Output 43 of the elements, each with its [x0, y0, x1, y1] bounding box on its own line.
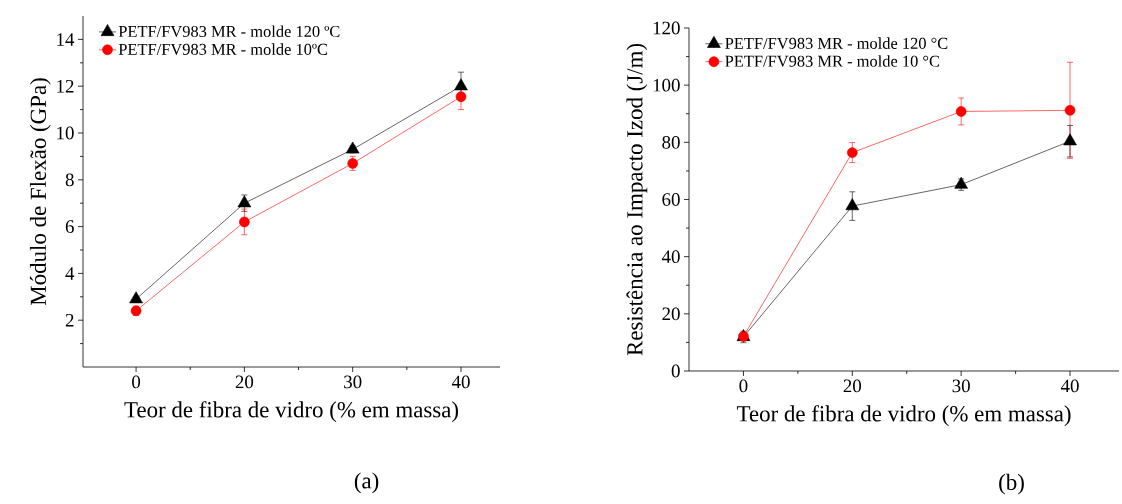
y-tick-label: 80 [662, 135, 680, 149]
legend-label: PETF/FV983 MR - molde 120 ºC [118, 25, 340, 38]
x-tick-label: 30 [344, 375, 362, 389]
point [454, 78, 468, 91]
x-axis-title: Teor de fibra de vidro (% em massa) [124, 401, 459, 423]
legend-label: PETF/FV983 MR - molde 10ºC [118, 43, 328, 55]
y-tick-label: 20 [662, 307, 680, 321]
y-tick-label: 2 [65, 313, 74, 327]
y-axis-title: Resistência ao Impacto Izod (J/m) [626, 43, 648, 356]
point [1063, 133, 1077, 146]
x-tick-label: 40 [1060, 379, 1079, 393]
x-tick-label: 40 [451, 375, 470, 389]
legend-label: PETF/FV983 MR - molde 120 °C [725, 37, 948, 49]
x-tick-label: 30 [952, 379, 970, 393]
text: (a) [354, 472, 379, 494]
point [1064, 105, 1076, 116]
y-tick-label: 120 [653, 21, 680, 35]
x-axis-title: Teor de fibra de vidro (% em massa) [736, 405, 1071, 427]
y-tick-label: 8 [65, 173, 74, 187]
x-tick-label: 20 [843, 379, 862, 393]
y-axis-title: Módulo de Flexão (GPa) [29, 78, 51, 306]
y-tick-label: 0 [671, 364, 680, 378]
point [847, 147, 858, 158]
y-tick-label: 100 [653, 78, 680, 92]
point [845, 198, 860, 211]
y-tick-label: 6 [65, 220, 74, 233]
point [129, 291, 143, 304]
point [455, 91, 467, 103]
y-tick-label: 4 [65, 267, 75, 280]
y-tick-label: 12 [57, 79, 74, 93]
legend-label: PETF/FV983 MR - molde 10 °C [725, 55, 940, 67]
y-tick-label: 10 [57, 126, 74, 140]
text: (b) [999, 473, 1024, 495]
x-tick-label: 0 [739, 379, 748, 393]
point [955, 106, 967, 117]
x-tick-label: 20 [235, 375, 254, 389]
point [345, 141, 360, 154]
y-tick-label: 14 [57, 33, 75, 46]
y-tick-label: 40 [661, 250, 680, 264]
x-tick-label: 0 [132, 375, 141, 389]
point [237, 195, 252, 208]
point [239, 216, 250, 228]
y-tick-label: 60 [662, 193, 680, 206]
